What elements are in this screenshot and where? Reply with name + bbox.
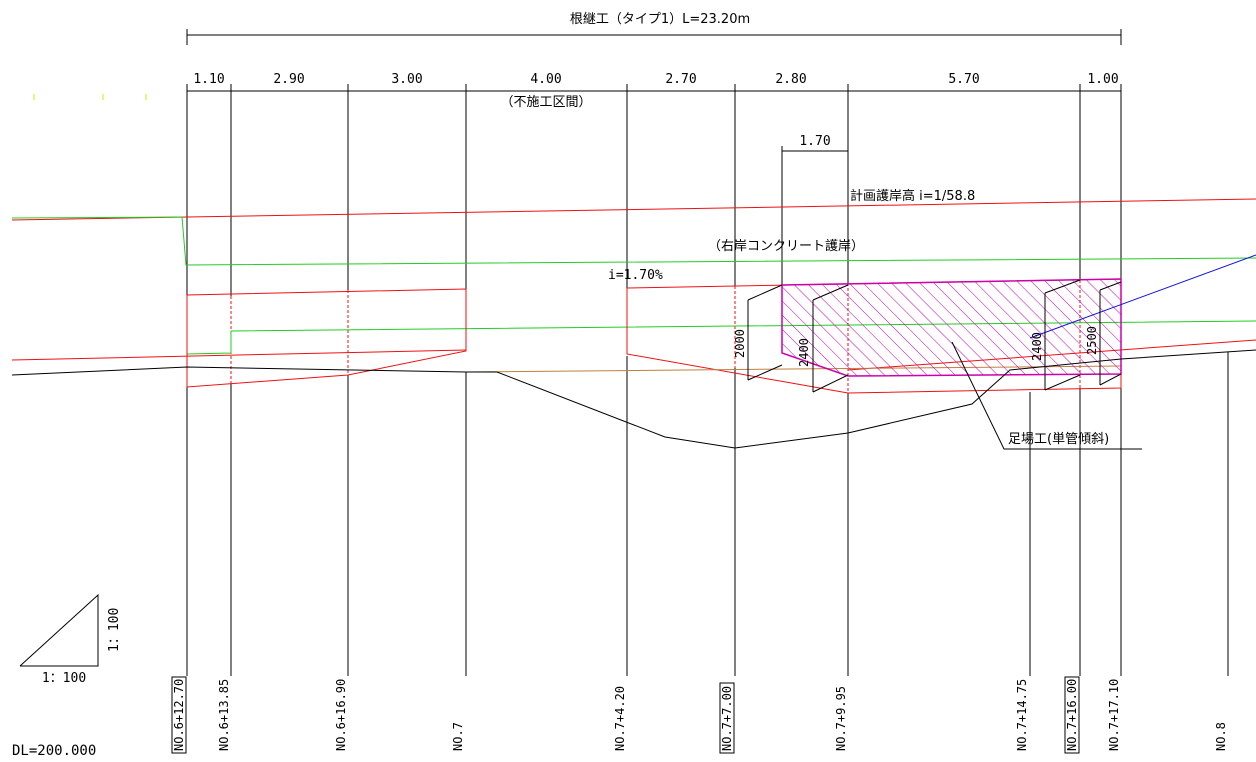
slope-label: i=1.70%: [608, 268, 663, 283]
seg-dim-7: 5.70: [948, 72, 979, 87]
hatched-block: [781, 278, 1122, 377]
scaffold-label: 足場工(単管傾斜): [1008, 431, 1109, 447]
sub-dimension: 1.70: [781, 134, 848, 286]
overall-dimension: 根継工（タイプ1）L=23.20m: [186, 12, 1122, 45]
existing-revetment: （右岸コンクリート護岸） i=1.70%: [11, 216, 1256, 355]
seg-dim-8: 1.00: [1087, 72, 1118, 87]
station-box-9: [1064, 676, 1080, 754]
scale-vertical: 1：100: [107, 608, 122, 652]
datum-label: DL=200.000: [12, 743, 96, 759]
scale-horizontal: 1：100: [42, 671, 86, 686]
blue-line: [1029, 254, 1256, 339]
station-label-8: NO.7+14.75: [1015, 679, 1029, 751]
station-label-9: NO.7+16.00: [1065, 679, 1079, 751]
segment-dimensions: 1.10 2.90 3.00 4.00 2.70 2.80 5.70 1.00 …: [187, 72, 1121, 110]
height-label-1: 2000: [733, 329, 747, 358]
station-label-3: NO.6+16.90: [334, 679, 348, 751]
station-label-1: NO.6+12.70: [172, 679, 186, 751]
seg-dim-6: 2.80: [775, 72, 806, 87]
station-label-7: NO.7+9.95: [834, 686, 848, 751]
station-box-1: [171, 676, 187, 754]
station-labels: NO.6+12.70 NO.6+13.85 NO.6+16.90 NO.7 NO…: [171, 676, 1228, 754]
height-label-2: 2400: [797, 338, 811, 367]
scaffold-leader: 足場工(単管傾斜): [951, 341, 1142, 450]
unconstructed-note: （不施工区間）: [500, 95, 591, 110]
ground-line: [11, 349, 1256, 449]
height-markers: [747, 279, 1122, 393]
seg-dim-3: 3.00: [391, 72, 422, 87]
scale-triangle: 1：100 1：100: [19, 593, 122, 686]
station-lines: [186, 84, 1229, 676]
plan-revetment-label: 計画護岸高 i=1/58.8: [850, 188, 975, 204]
station-box-6: [719, 682, 735, 754]
seg-dim-1: 1.10: [193, 72, 224, 87]
right-bank-label: （右岸コンクリート護岸）: [708, 238, 864, 254]
station-label-4: NO.7: [451, 722, 465, 751]
plan-revetment-line: 計画護岸高 i=1/58.8: [11, 188, 1256, 221]
seg-dim-5: 2.70: [665, 72, 696, 87]
station-label-2: NO.6+13.85: [217, 679, 231, 751]
drawing-title: 根継工（タイプ1）L=23.20m: [570, 12, 750, 27]
station-label-5: NO.7+4.20: [613, 686, 627, 751]
height-label-4: 2500: [1085, 326, 1099, 355]
station-label-10: NO.7+17.10: [1107, 679, 1121, 751]
height-label-3: 2400: [1030, 332, 1044, 361]
station-label-11: NO.8: [1214, 722, 1228, 751]
station-label-6: NO.7+7.00: [720, 686, 734, 751]
yellow-ticks: [33, 94, 147, 100]
seg-dim-2: 2.90: [273, 72, 304, 87]
sub-dim-label: 1.70: [799, 134, 830, 149]
seg-dim-4: 4.00: [530, 72, 561, 87]
